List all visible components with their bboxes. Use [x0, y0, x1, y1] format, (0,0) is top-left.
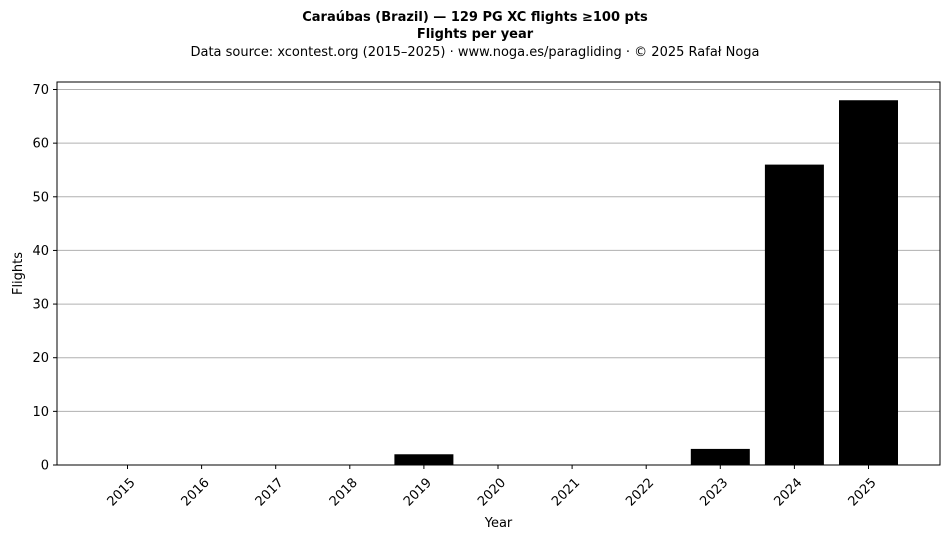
y-tick-label: 70	[32, 83, 49, 98]
x-tick-label: 2025	[846, 475, 880, 509]
y-axis: 0 10 20 30 40 50 60 70	[32, 83, 57, 474]
bar-2024	[764, 164, 824, 465]
x-tick-label: 2024	[771, 475, 805, 509]
y-tick-label: 50	[32, 190, 49, 205]
chart-subtitle: Data source: xcontest.org (2015–2025) · …	[190, 45, 759, 60]
x-tick-label: 2021	[549, 475, 583, 509]
x-tick-label: 2019	[401, 475, 435, 509]
y-tick-label: 40	[32, 244, 49, 259]
x-tick-label: 2017	[253, 475, 287, 509]
y-tick-label: 60	[32, 137, 49, 152]
y-tick-label: 30	[32, 298, 49, 313]
x-tick-label: 2015	[105, 475, 139, 509]
chart-title: Caraúbas (Brazil) — 129 PG XC flights ≥1…	[302, 10, 648, 25]
x-axis-label: Year	[484, 516, 513, 531]
x-tick-label: 2018	[327, 475, 361, 509]
y-tick-label: 0	[41, 459, 49, 474]
bar-2023	[690, 448, 750, 465]
x-tick-label: 2023	[697, 475, 731, 509]
x-tick-label: 2022	[623, 475, 657, 509]
bars	[394, 100, 898, 465]
y-tick-label: 20	[32, 351, 49, 366]
plot-frame	[56, 81, 941, 466]
x-tick-label: 2016	[179, 475, 213, 509]
x-tick-label: 2020	[475, 475, 509, 509]
grid-lines	[57, 89, 940, 466]
chart-title-line2: Flights per year	[417, 27, 534, 42]
y-tick-label: 10	[32, 405, 49, 420]
y-axis-label: Flights	[11, 252, 26, 295]
x-axis: 2015 2016 2017 2018 2019 2020 2021 2022 2023 2024…	[105, 465, 880, 509]
bar-2025	[839, 100, 898, 465]
bar-2019	[394, 454, 454, 465]
